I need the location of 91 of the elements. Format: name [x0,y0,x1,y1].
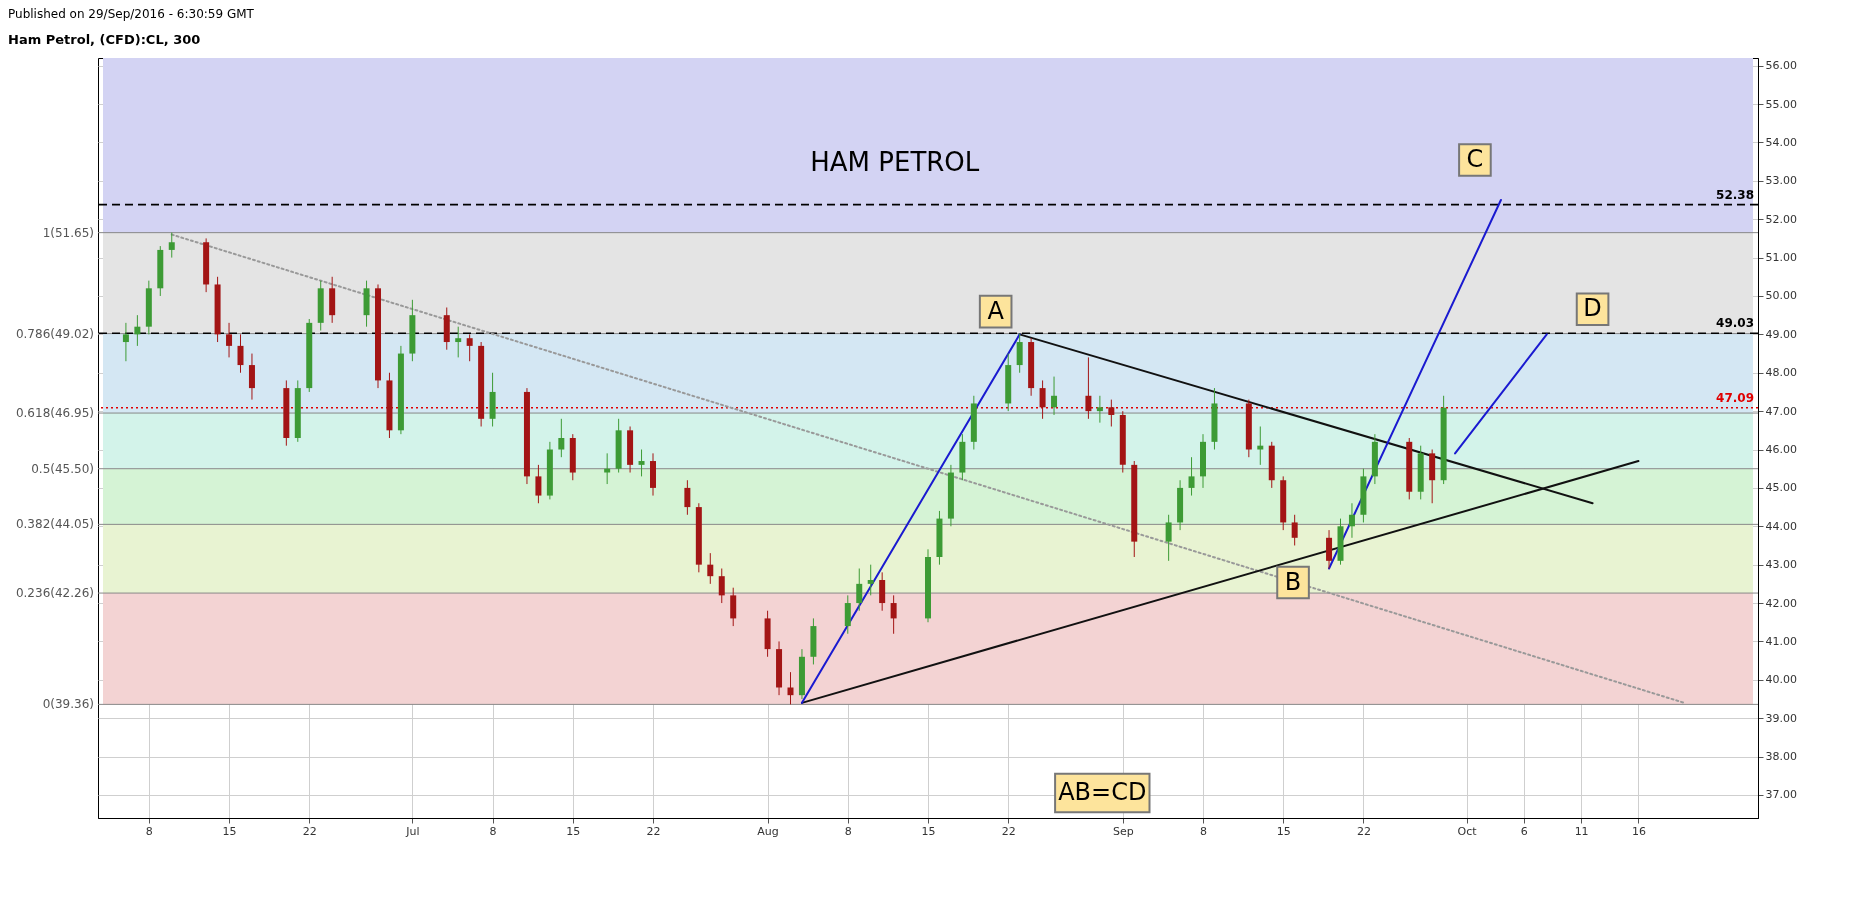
band-label: 0.236(42.26) [15,586,94,601]
text: Published on 29/Sep/2016 - 6:30:59 GMT [8,7,255,21]
candlestick [856,568,863,612]
candlestick [844,594,851,635]
candlestick [1326,529,1333,570]
x-tick-label: 22 [646,824,661,838]
y-tick-label: 49.00 [1765,327,1797,341]
candlestick [730,587,737,627]
x-tick-label: Aug [757,824,779,838]
chart-title: Ham Petrol, (CFD):CL, 300 [8,32,201,47]
annotation: C [1466,145,1484,174]
y-tick-label: 50.00 [1765,289,1797,303]
y-tick-label: 42.00 [1765,596,1797,610]
x-tick-label: 11 [1574,824,1589,838]
y-tick-label: 39.00 [1765,711,1797,725]
annotation: B [1284,567,1302,596]
x-tick-label: 16 [1631,824,1646,838]
x-tick-label: Jul [405,824,420,838]
y-tick-label: 40.00 [1765,673,1797,687]
y-tick-label: 46.00 [1765,443,1797,457]
x-tick-label: 22 [302,824,317,838]
x-tick-label: 8 [489,824,497,838]
band-label: 0.382(44.05) [15,517,94,532]
candlestick [638,449,645,477]
candlestick [718,568,725,604]
x-tick-label: 15 [222,824,237,838]
y-tick-label: 47.00 [1765,404,1797,418]
x-tick-label: 15 [921,824,936,838]
candlestick [226,322,233,358]
candlestick [1085,356,1092,420]
band-label: 0.786(49.02) [15,326,94,341]
y-tick-label: 38.00 [1765,750,1797,764]
x-tick-label: Sep [1112,824,1134,838]
candlestick [455,326,462,358]
candlestick [535,464,542,504]
y-tick-label: 51.00 [1765,251,1797,265]
y-tick-label: 41.00 [1765,634,1797,648]
candlestick [879,571,886,612]
candlestick [466,333,473,362]
ref-line-label: 49.03 [1716,316,1754,331]
y-tick-label: 52.00 [1765,212,1797,226]
y-tick-label: 44.00 [1765,519,1797,533]
candlestick [707,552,714,585]
x-tick-label: 8 [145,824,153,838]
x-tick-label: 22 [1356,824,1371,838]
annotation: D [1583,294,1602,323]
candlestick [168,232,175,259]
candlestick [248,353,255,401]
x-tick-label: 22 [1001,824,1016,838]
candlestick [1096,395,1103,424]
x-tick-label: 6 [1520,824,1528,838]
y-tick-label: 54.00 [1765,135,1797,149]
candlestick [890,594,897,635]
annotation: HAM PETROL [810,147,980,177]
x-tick-label: 8 [844,824,852,838]
candlestick [1039,379,1046,420]
y-tick-label: 48.00 [1765,366,1797,380]
y-tick-label: 37.00 [1765,788,1797,802]
candlestick [237,333,244,374]
ref-line-label: 52.38 [1716,187,1754,202]
band-label: 0.618(46.95) [15,406,94,421]
x-tick-label: Oct [1457,824,1478,838]
candlestick [1051,376,1058,416]
candlestick [558,418,565,458]
candlestick [604,452,611,485]
band-label: 0.5(45.50) [31,461,94,476]
candlestick [1016,333,1023,374]
annotation: A [987,296,1005,325]
candlestick [122,322,129,362]
candlestick [1165,514,1172,562]
y-tick-label: 53.00 [1765,174,1797,188]
candlestick [787,671,794,705]
candlestick [1188,456,1195,497]
x-tick-label: 15 [566,824,581,838]
ref-line-label: 47.09 [1716,390,1754,405]
y-tick-label: 45.00 [1765,481,1797,495]
candlestick [1348,502,1355,539]
y-tick-label: 56.00 [1765,59,1797,73]
x-tick-label: 8 [1200,824,1207,838]
candlestick [1108,399,1115,427]
y-tick-label: 55.00 [1765,97,1797,111]
annotation: AB=CD [1058,778,1147,806]
band-label: 0(39.36) [42,697,94,712]
candlestick [1291,514,1298,546]
candlestick [134,314,141,347]
candlestick [867,564,874,596]
candlestick [1257,425,1264,466]
candlestick [684,479,691,516]
y-tick-label: 43.00 [1765,558,1797,572]
band-label: 1(51.65) [42,225,94,240]
x-tick-label: 15 [1276,824,1291,838]
